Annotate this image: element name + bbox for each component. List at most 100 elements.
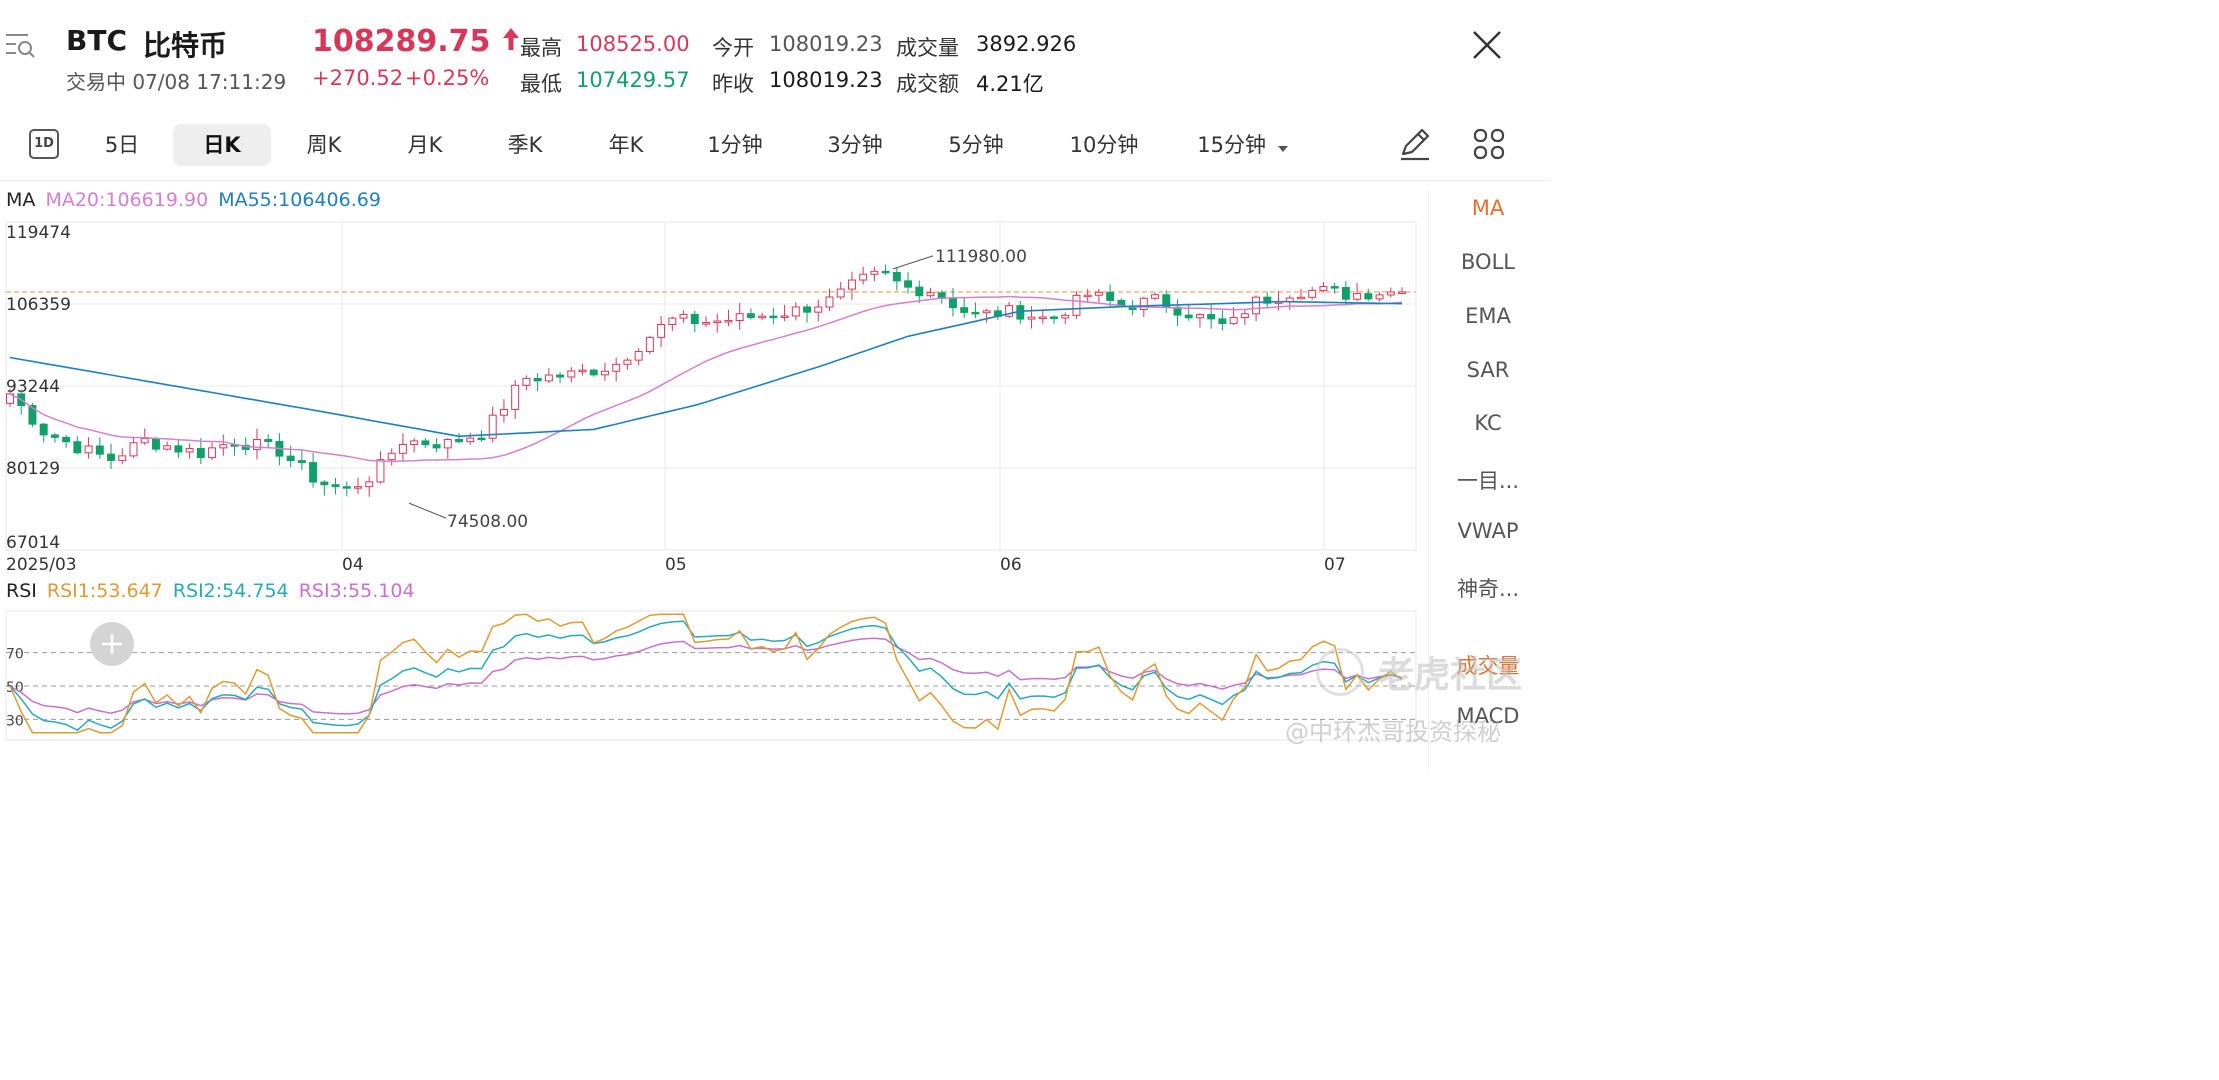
- candle-down: [50, 434, 59, 438]
- candle-down: [421, 440, 430, 446]
- tab-15min[interactable]: 15分钟: [1193, 124, 1293, 166]
- candle-down: [690, 313, 699, 325]
- tab-5min[interactable]: 5分钟: [948, 133, 1004, 157]
- sidebar-item-vwap[interactable]: VWAP: [1457, 519, 1519, 543]
- candle-up: [634, 351, 643, 361]
- ma55-line: [9, 300, 1403, 438]
- candle-down: [1207, 314, 1216, 320]
- candle-up: [84, 445, 93, 454]
- rsi-legend: RSI RSI1:53.647 RSI2:54.754 RSI3:55.104: [6, 580, 415, 602]
- open-label: 今开: [712, 36, 754, 60]
- tab-5day[interactable]: 5日: [104, 133, 140, 157]
- x-tick-label: 2025/03: [6, 555, 77, 575]
- tab-day-k[interactable]: 日K: [173, 124, 271, 166]
- sidebar-item-volume[interactable]: 成交量: [1456, 654, 1520, 678]
- candle-down: [589, 369, 598, 376]
- tab-month-k[interactable]: 月K: [407, 133, 443, 157]
- candle-down: [1330, 286, 1339, 289]
- candle-up: [1252, 296, 1261, 315]
- candle-down: [331, 484, 340, 488]
- sidebar-item-ema[interactable]: EMA: [1465, 304, 1511, 328]
- candle-up: [387, 452, 396, 461]
- low-label: 最低: [520, 72, 562, 96]
- candle-up: [724, 320, 733, 323]
- candle-up: [600, 370, 609, 376]
- candle-down: [297, 460, 306, 464]
- candle-down: [892, 271, 901, 282]
- candle-down: [769, 315, 778, 319]
- candle-up: [713, 320, 722, 324]
- period-1d-icon[interactable]: 1D: [29, 129, 59, 159]
- draw-pencil-icon[interactable]: [1397, 126, 1433, 162]
- candle-down: [196, 447, 205, 459]
- candle-up: [1308, 289, 1317, 298]
- candle-up: [735, 313, 744, 322]
- sidebar-item-boll[interactable]: BOLL: [1461, 250, 1515, 274]
- x-tick-label: 07: [1324, 555, 1346, 575]
- prev-close-label: 昨收: [712, 72, 754, 96]
- candle-up: [511, 384, 520, 410]
- x-tick-label: 04: [342, 555, 364, 575]
- tab-week-k[interactable]: 周K: [306, 133, 342, 157]
- sidebar-item-kc[interactable]: KC: [1474, 411, 1502, 435]
- rsi3-legend: RSI3:55.104: [298, 580, 415, 602]
- candle-down: [320, 481, 329, 486]
- tab-quarter-k[interactable]: 季K: [507, 133, 543, 157]
- candle-up: [522, 377, 531, 386]
- sidebar-item-macd[interactable]: MACD: [1456, 704, 1520, 728]
- rsi1-line: [9, 613, 1403, 734]
- candle-down: [174, 445, 183, 453]
- candle-up: [1083, 294, 1092, 298]
- candle-up: [1375, 294, 1384, 300]
- candle-down: [28, 404, 37, 425]
- sidebar-item-ichimoku[interactable]: 一目...: [1456, 469, 1520, 493]
- candle-down: [533, 377, 542, 382]
- price-change: +270.52: [312, 66, 404, 90]
- tab-10min[interactable]: 10分钟: [1069, 133, 1139, 157]
- candle-up: [1027, 316, 1036, 320]
- close-icon[interactable]: [1470, 28, 1504, 62]
- candle-down: [286, 455, 295, 462]
- rsi-plot-frame: [5, 610, 1417, 741]
- candle-down: [432, 444, 441, 449]
- tab-1min[interactable]: 1分钟: [707, 133, 763, 157]
- sidebar-item-sar[interactable]: SAR: [1466, 358, 1510, 382]
- tab-3min[interactable]: 3分钟: [827, 133, 883, 157]
- candle-down: [455, 438, 464, 443]
- candle-up: [443, 438, 452, 449]
- sidebar-item-ma[interactable]: MA: [1471, 196, 1505, 220]
- sidebar-item-magic[interactable]: 神奇...: [1456, 577, 1520, 601]
- candle-down: [342, 486, 351, 489]
- candle-down: [1050, 316, 1058, 319]
- candle-up: [836, 288, 845, 298]
- high-annotation-leader: [892, 255, 934, 270]
- grid-layout-icon[interactable]: [1472, 127, 1506, 161]
- candle-down: [1364, 293, 1373, 300]
- tab-year-k[interactable]: 年K: [608, 133, 644, 157]
- candle-up: [758, 315, 767, 319]
- low-annotation-label: 74508.00: [447, 512, 528, 532]
- candle-down: [746, 313, 755, 319]
- candle-up: [1072, 294, 1081, 316]
- candle-up: [1398, 291, 1406, 294]
- menu-search-icon[interactable]: [4, 30, 36, 60]
- open-value: 108019.23: [769, 32, 883, 56]
- candle-down: [309, 462, 318, 483]
- candle-up: [1005, 305, 1014, 317]
- candle-up: [354, 486, 362, 489]
- ma55-legend: MA55:106406.69: [218, 189, 381, 211]
- candle-up: [1386, 291, 1395, 296]
- candle-down: [803, 306, 812, 313]
- candle-up: [376, 459, 385, 483]
- candle-down: [881, 270, 890, 274]
- candle-down: [39, 423, 48, 436]
- candle-up: [612, 363, 621, 372]
- candle-up: [780, 315, 789, 318]
- candle-up: [982, 310, 991, 314]
- x-tick-label: 05: [665, 555, 687, 575]
- candle-down: [971, 311, 980, 315]
- add-indicator-button[interactable]: [90, 622, 134, 666]
- trading-status: 交易中 07/08 17:11:29: [66, 70, 287, 94]
- candle-up: [1229, 317, 1238, 325]
